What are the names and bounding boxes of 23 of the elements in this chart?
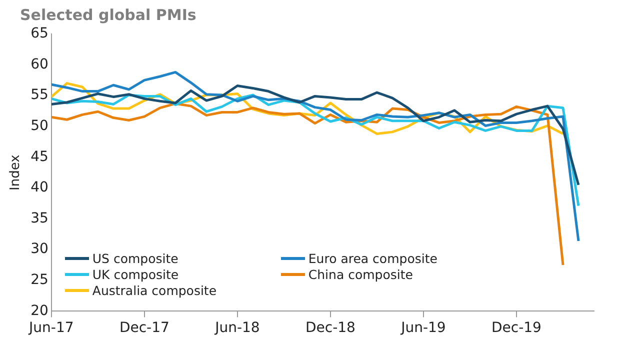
y-axis-title: Index: [8, 154, 24, 190]
y-tick-label: 35: [30, 210, 48, 226]
y-tick-label: 45: [30, 148, 48, 165]
x-tick-label: Jun-17: [28, 320, 74, 336]
y-tick-label: 40: [30, 180, 48, 196]
legend-label: UK composite: [92, 267, 179, 282]
y-tick-label: 65: [30, 26, 48, 42]
x-tick-label: Jun-19: [400, 320, 446, 336]
legend-label: Australia composite: [92, 283, 217, 298]
y-tick-label: 25: [30, 272, 48, 288]
y-tick-label: 20: [30, 302, 48, 319]
x-tick-label: Jun-18: [214, 320, 260, 336]
y-tick-label: 55: [30, 87, 48, 104]
y-tick-label: 30: [30, 241, 48, 258]
x-tick-label: Dec-19: [492, 320, 542, 336]
legend-label: Euro area composite: [308, 251, 438, 266]
y-tick-label: 50: [30, 118, 48, 134]
y-tick-label: 60: [30, 56, 48, 72]
legend-label: US composite: [92, 251, 178, 266]
x-tick-label: Dec-18: [305, 320, 356, 336]
x-tick-label: Dec-17: [119, 320, 170, 336]
legend-label: China composite: [308, 267, 413, 282]
chart-title: Selected global PMIs: [20, 6, 196, 24]
